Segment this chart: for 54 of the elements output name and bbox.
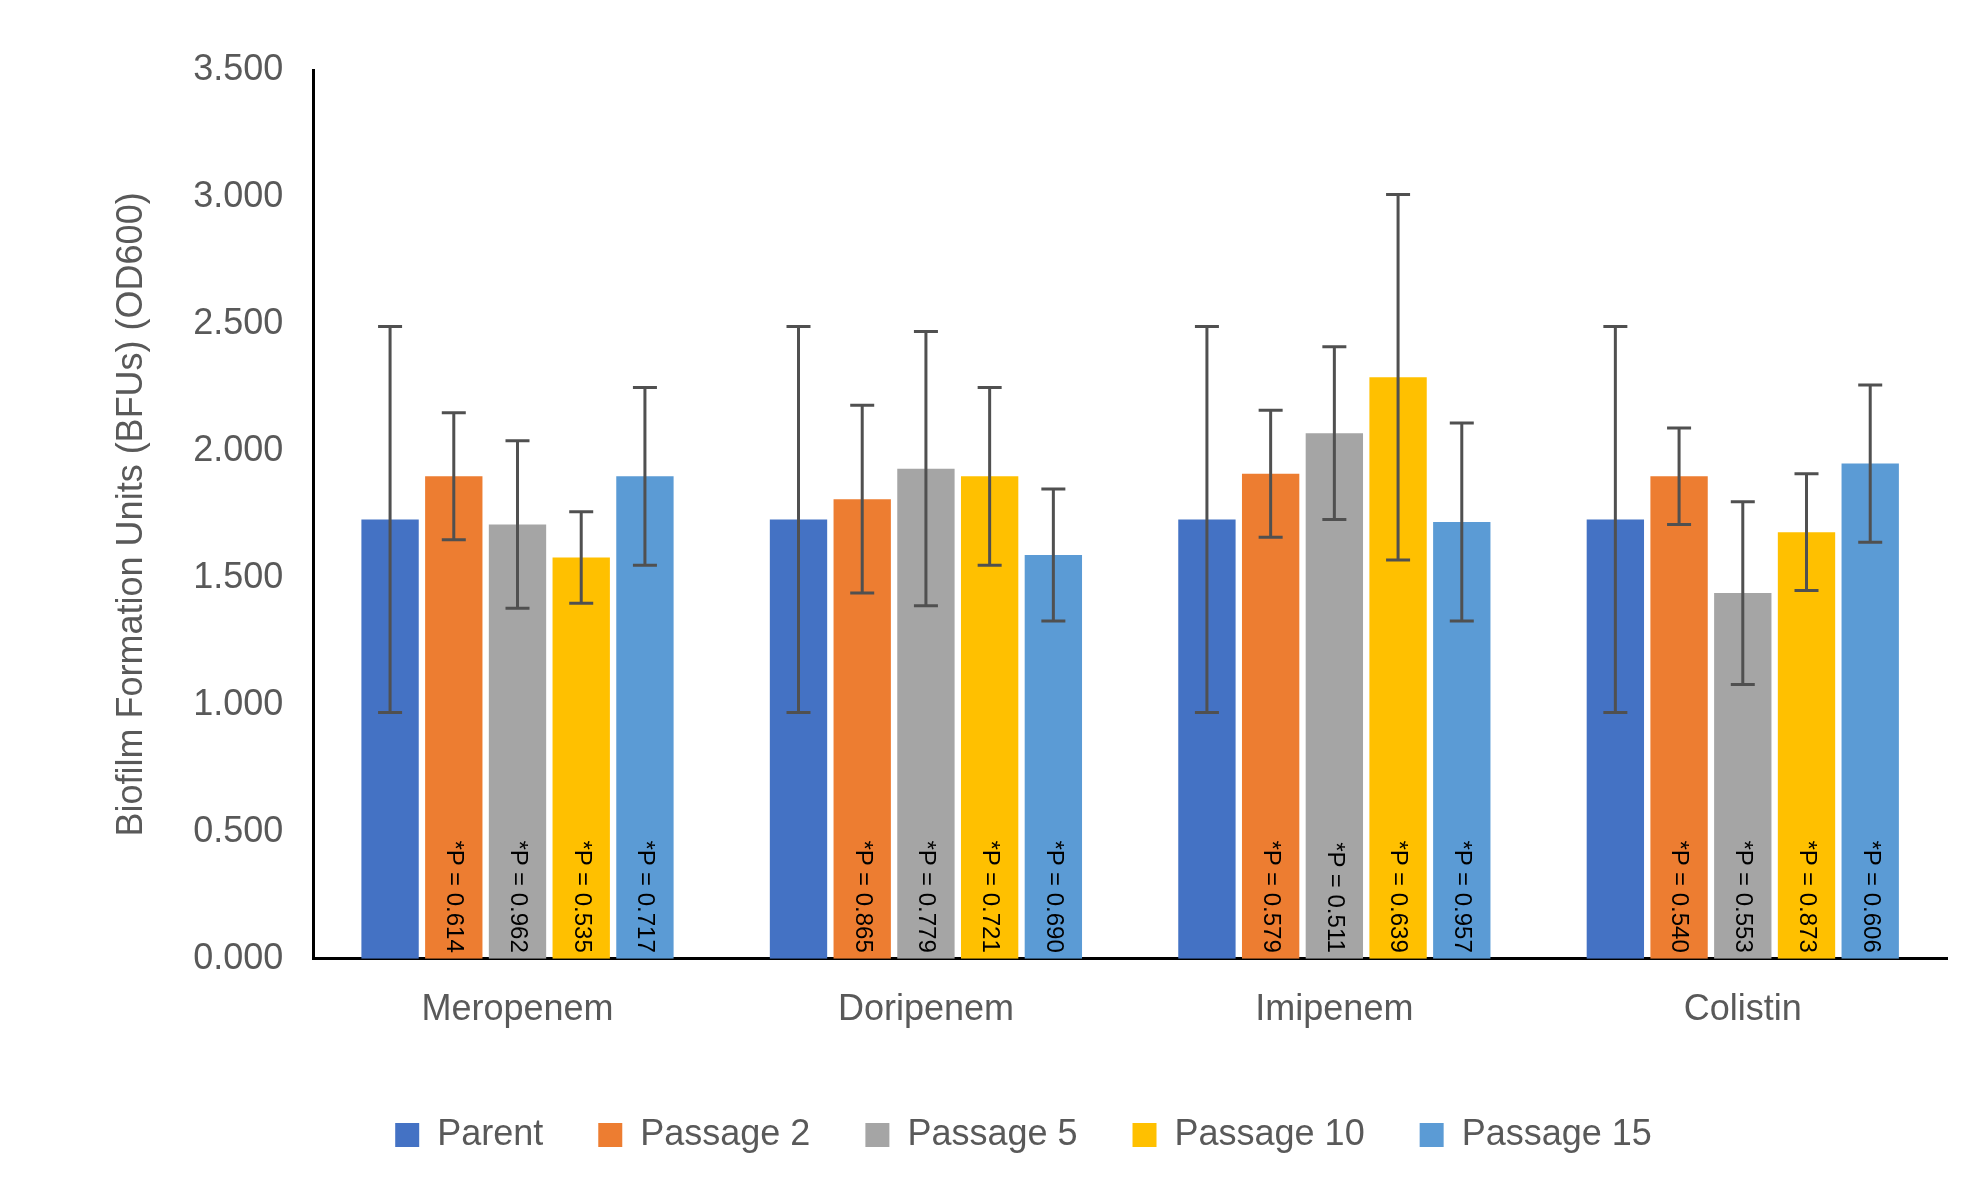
bar [1650,476,1708,959]
bar [361,519,419,959]
y-axis-title: Biofilm Formation Units (BFUs) (OD600) [108,192,150,837]
annotation: *P = 0.779 [914,840,942,953]
bar [552,557,610,959]
annotation: *P = 0.511 [1322,842,1350,953]
bar [1777,532,1836,959]
annotation: *P = 0.865 [850,840,878,953]
bar [1433,522,1491,959]
y-tick-label: 3.500 [193,46,284,88]
x-tick-label: Doripenem [837,987,1014,1029]
bar [769,519,828,959]
bar [1714,593,1772,959]
annotation: *P = 0.614 [442,840,470,953]
bar [1178,519,1236,959]
y-tick-label: 0.000 [193,935,284,977]
y-tick-label: 2.000 [193,427,284,469]
annotation: *P = 0.553 [1731,840,1759,953]
annotation: *P = 0.639 [1386,840,1414,953]
bar [833,499,891,959]
bar [488,524,547,959]
x-tick-label: Imipenem [1255,987,1414,1029]
y-tick-label: 1.500 [193,554,284,596]
bar [1369,377,1427,959]
legend-label: Parent [437,1111,544,1153]
annotation: *P = 0.579 [1259,840,1287,953]
bar [425,476,483,959]
bar [1586,519,1645,959]
legend-label: Passage 10 [1174,1111,1365,1153]
bar [897,468,955,959]
annotation: *P = 0.873 [1794,840,1822,953]
annotation: *P = 0.957 [1450,840,1478,953]
y-tick-label: 3.000 [193,173,284,215]
bar [1024,555,1083,959]
annotation: *P = 0.962 [505,840,533,953]
annotation: *P = 0.690 [1041,840,1069,953]
x-tick-label: Meropenem [421,987,614,1029]
bar [960,476,1019,959]
annotation: *P = 0.717 [633,840,661,953]
bar [616,476,674,959]
y-tick-label: 0.500 [193,808,284,850]
legend-label: Passage 15 [1461,1111,1652,1153]
legend-label: Passage 2 [640,1111,811,1153]
annotation: *P = 0.540 [1667,840,1695,953]
y-tick-label: 2.500 [193,300,284,342]
bar [1241,473,1300,959]
annotation: *P = 0.535 [569,840,597,953]
legend-label: Passage 5 [907,1111,1078,1153]
annotation: *P = 0.606 [1858,840,1886,953]
y-tick-label: 1.000 [193,681,284,723]
annotation: *P = 0.721 [978,840,1006,953]
bar [1305,433,1364,959]
bar [1841,463,1899,959]
x-tick-label: Colistin [1683,987,1802,1029]
